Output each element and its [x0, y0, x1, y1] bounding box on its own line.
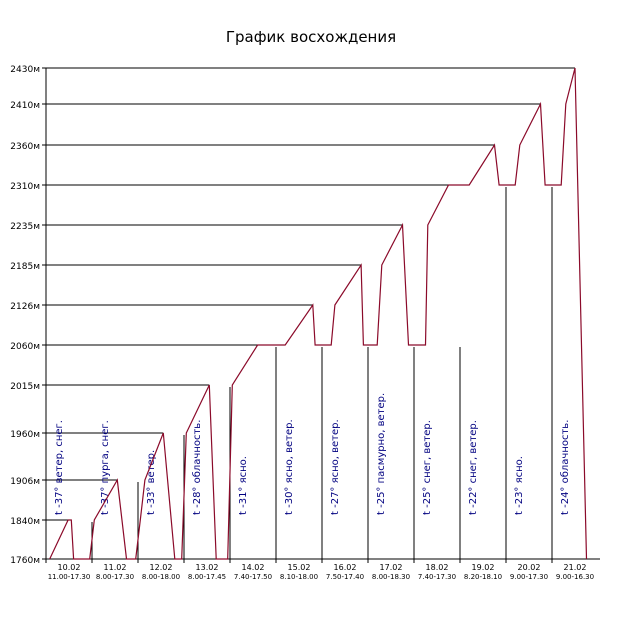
weather-annotation: t -25° пасмурно, ветер.	[376, 393, 387, 515]
weather-annotation: t -25° снег, ветер.	[422, 420, 433, 515]
day-time-label: 8.10-18.00	[280, 573, 318, 581]
y-tick-label: 1906м	[10, 477, 40, 487]
day-time-label: 11.00-17.30	[48, 573, 91, 581]
day-time-label: 7.40-17.30	[418, 573, 456, 581]
y-tick-label: 1960м	[10, 430, 40, 440]
y-tick-label: 2410м	[10, 101, 40, 111]
day-date-label: 12.02	[150, 563, 173, 572]
day-date-label: 11.02	[104, 563, 127, 572]
y-tick-label: 2015м	[10, 382, 40, 392]
day-date-label: 21.02	[564, 563, 587, 572]
y-tick-label: 2310м	[10, 182, 40, 192]
ascent-series-line	[49, 67, 588, 560]
day-date-label: 16.02	[334, 563, 357, 572]
y-tick-label: 1760м	[10, 556, 40, 566]
day-time-label: 9.00-16.30	[556, 573, 594, 581]
day-date-label: 18.02	[426, 563, 449, 572]
y-tick-label: 2360м	[10, 142, 40, 152]
weather-annotation: t -37° ветер, снег.	[54, 420, 65, 515]
weather-annotation: t -30° ясно, ветер.	[284, 419, 295, 515]
weather-annotation: t -22° снег, ветер.	[468, 420, 479, 515]
day-time-label: 8.20-18.10	[464, 573, 502, 581]
chart-title: График восхождения	[226, 28, 396, 46]
weather-annotation: t -23° ясно.	[514, 456, 525, 515]
day-time-label: 8.00-18.30	[372, 573, 410, 581]
day-date-label: 17.02	[380, 563, 403, 572]
y-tick-label: 2185м	[10, 262, 40, 272]
weather-annotation: t -28° облачность.	[192, 420, 203, 515]
day-date-label: 19.02	[472, 563, 495, 572]
weather-annotation: t -31° ясно.	[238, 456, 249, 515]
y-tick-label: 1840м	[10, 517, 40, 527]
y-tick-label: 2430м	[10, 65, 40, 75]
day-date-label: 10.02	[58, 563, 81, 572]
day-time-label: 8.00-18.00	[142, 573, 180, 581]
y-tick-label: 2060м	[10, 342, 40, 352]
day-time-label: 7.40-17.50	[234, 573, 272, 581]
day-time-label: 8.00-17.30	[96, 573, 134, 581]
day-time-label: 9.00-17.30	[510, 573, 548, 581]
day-time-label: 8.00-17.45	[188, 573, 226, 581]
day-time-label: 7.50-17.40	[326, 573, 364, 581]
weather-annotation: t -37° пурга, снег.	[100, 420, 111, 515]
day-date-label: 15.02	[288, 563, 311, 572]
y-tick-label: 2235м	[10, 222, 40, 232]
day-date-label: 14.02	[242, 563, 265, 572]
weather-annotation: t -33° ветер.	[146, 450, 157, 515]
y-tick-label: 2126м	[10, 302, 40, 312]
weather-annotation: t -27° ясно, ветер.	[330, 419, 341, 515]
day-date-label: 13.02	[196, 563, 219, 572]
day-date-label: 20.02	[518, 563, 541, 572]
weather-annotation: t -24° облачность.	[560, 420, 571, 515]
